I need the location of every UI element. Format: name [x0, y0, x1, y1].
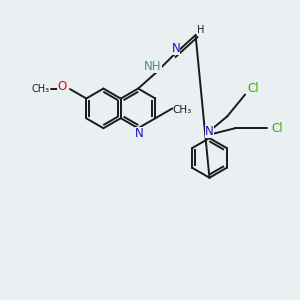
Text: N: N	[135, 127, 143, 140]
Text: CH₃: CH₃	[31, 84, 49, 94]
Text: Cl: Cl	[247, 82, 259, 95]
Text: CH₃: CH₃	[173, 105, 192, 116]
Text: N: N	[205, 125, 214, 138]
Text: Cl: Cl	[271, 122, 283, 135]
Text: O: O	[57, 80, 67, 93]
Text: NH: NH	[144, 60, 162, 73]
Text: H: H	[197, 25, 204, 35]
Text: N: N	[171, 42, 180, 56]
